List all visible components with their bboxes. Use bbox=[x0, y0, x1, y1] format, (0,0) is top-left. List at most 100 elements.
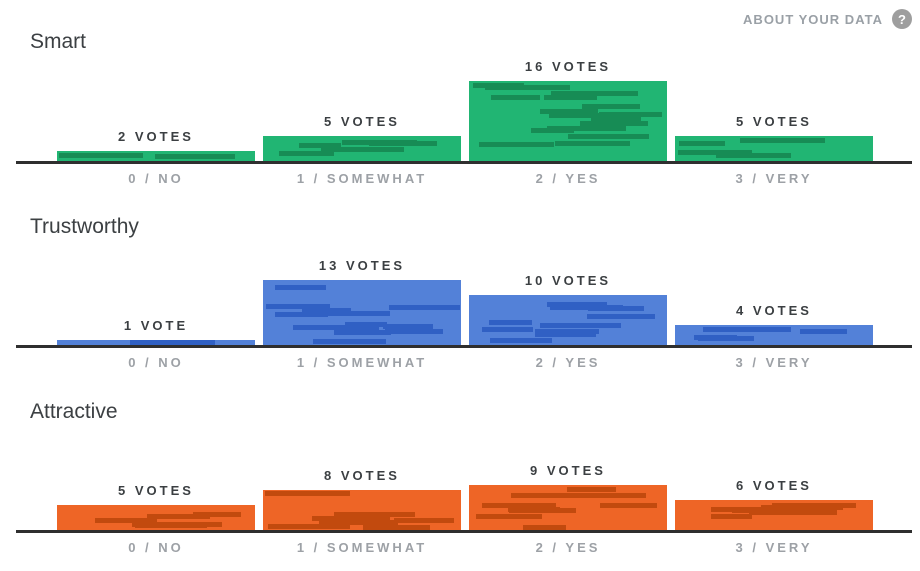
vote-dash bbox=[508, 507, 560, 512]
vote-dash bbox=[698, 336, 754, 341]
vote-dash bbox=[485, 85, 570, 90]
axis-baseline bbox=[16, 345, 912, 348]
axis-baseline bbox=[16, 530, 912, 533]
vote-dash bbox=[547, 126, 626, 131]
category-label: 3 / VERY bbox=[735, 171, 813, 186]
about-your-data: ABOUT YOUR DATA ? bbox=[743, 8, 912, 30]
vote-dash bbox=[396, 305, 460, 310]
bar-very[interactable] bbox=[675, 500, 873, 530]
vote-dash bbox=[587, 314, 655, 319]
vote-dash bbox=[266, 304, 330, 309]
vote-dash bbox=[130, 340, 215, 345]
category-label: 1 / SOMEWHAT bbox=[296, 171, 428, 186]
vote-dash bbox=[293, 325, 379, 330]
vote-dash bbox=[312, 516, 390, 521]
vote-dash bbox=[703, 327, 791, 332]
category-label: 2 / YES bbox=[535, 171, 601, 186]
vote-count-label: 5 VOTES bbox=[324, 114, 400, 129]
vote-count-label: 5 VOTES bbox=[118, 483, 194, 498]
vote-dash bbox=[385, 329, 443, 334]
vote-dash bbox=[95, 518, 157, 523]
bar-no[interactable] bbox=[57, 505, 255, 530]
vote-dash bbox=[599, 112, 662, 117]
chart-title: Smart bbox=[30, 30, 87, 53]
vote-dash bbox=[716, 153, 771, 158]
vote-dash bbox=[132, 522, 222, 527]
vote-dash bbox=[489, 320, 532, 325]
vote-count-label: 8 VOTES bbox=[324, 468, 400, 483]
help-icon[interactable]: ? bbox=[892, 9, 912, 29]
category-label: 2 / YES bbox=[535, 540, 601, 555]
vote-dash bbox=[363, 525, 430, 530]
vote-count-label: 6 VOTES bbox=[736, 478, 812, 493]
bar-somewhat[interactable] bbox=[263, 280, 461, 345]
vote-dash bbox=[334, 330, 391, 335]
bar-very[interactable] bbox=[675, 325, 873, 345]
vote-dash bbox=[555, 141, 630, 146]
vote-dash bbox=[279, 151, 334, 156]
vote-count-label: 10 VOTES bbox=[524, 273, 612, 288]
vote-dash bbox=[540, 323, 621, 328]
vote-dash bbox=[580, 121, 648, 126]
vote-count-label: 13 VOTES bbox=[318, 258, 406, 273]
vote-dash bbox=[550, 305, 623, 310]
vote-dash bbox=[319, 520, 398, 525]
vote-dash bbox=[275, 312, 328, 317]
vote-dash bbox=[535, 332, 596, 337]
vote-dash bbox=[383, 324, 433, 329]
category-label: 1 / SOMEWHAT bbox=[296, 355, 428, 370]
category-label: 0 / NO bbox=[128, 171, 184, 186]
vote-dash bbox=[345, 322, 387, 327]
vote-dash bbox=[476, 514, 542, 519]
bar-no[interactable] bbox=[57, 340, 255, 345]
vote-dash bbox=[193, 512, 241, 517]
vote-dash bbox=[568, 134, 649, 139]
vote-dash bbox=[591, 117, 641, 122]
chart-title: Trustworthy bbox=[30, 215, 139, 238]
vote-dash bbox=[531, 128, 574, 133]
bar-yes[interactable] bbox=[469, 485, 667, 530]
vote-dash bbox=[523, 525, 566, 530]
vote-dash bbox=[551, 91, 638, 96]
vote-dash bbox=[268, 524, 350, 529]
vote-dash bbox=[147, 514, 210, 519]
vote-dash bbox=[567, 487, 616, 492]
vote-dash bbox=[561, 493, 646, 498]
vote-dash bbox=[535, 329, 599, 334]
vote-dash bbox=[582, 104, 640, 109]
vote-dash bbox=[479, 142, 554, 147]
bar-yes[interactable] bbox=[469, 295, 667, 345]
vote-dash bbox=[600, 503, 657, 508]
bar-no[interactable] bbox=[57, 151, 255, 161]
vote-dash bbox=[549, 113, 630, 118]
chart-trustworthy: Trustworthy 1 VOTE 0 / NO 13 VOTES 1 / SOMEW… bbox=[0, 185, 920, 375]
vote-dash bbox=[547, 302, 607, 307]
bar-somewhat[interactable] bbox=[263, 136, 461, 161]
vote-dash bbox=[679, 141, 725, 146]
about-your-data-link[interactable]: ABOUT YOUR DATA bbox=[743, 11, 883, 27]
vote-dash bbox=[313, 339, 386, 344]
vote-dash bbox=[405, 518, 454, 523]
bar-yes[interactable] bbox=[469, 81, 667, 161]
vote-dash bbox=[711, 514, 752, 519]
vote-count-label: 4 VOTES bbox=[736, 303, 812, 318]
vote-count-label: 2 VOTES bbox=[118, 129, 194, 144]
vote-dash bbox=[511, 493, 587, 498]
vote-dash bbox=[800, 329, 847, 334]
vote-dash bbox=[711, 507, 769, 512]
category-label: 0 / NO bbox=[128, 355, 184, 370]
vote-dash bbox=[275, 285, 326, 290]
vote-dash bbox=[321, 147, 404, 152]
category-label: 0 / NO bbox=[128, 540, 184, 555]
vote-dash bbox=[482, 503, 556, 508]
bar-very[interactable] bbox=[675, 136, 873, 161]
vote-count-label: 5 VOTES bbox=[736, 114, 812, 129]
bar-somewhat[interactable] bbox=[263, 490, 461, 530]
vote-dash bbox=[308, 311, 390, 316]
vote-count-label: 9 VOTES bbox=[530, 463, 606, 478]
vote-dash bbox=[155, 154, 235, 159]
vote-dash bbox=[302, 308, 351, 313]
chart-smart: Smart 2 VOTES 0 / NO 5 VOTES 1 / SOMEWHAT 16 … bbox=[0, 0, 920, 190]
vote-count-label: 1 VOTE bbox=[123, 318, 189, 333]
